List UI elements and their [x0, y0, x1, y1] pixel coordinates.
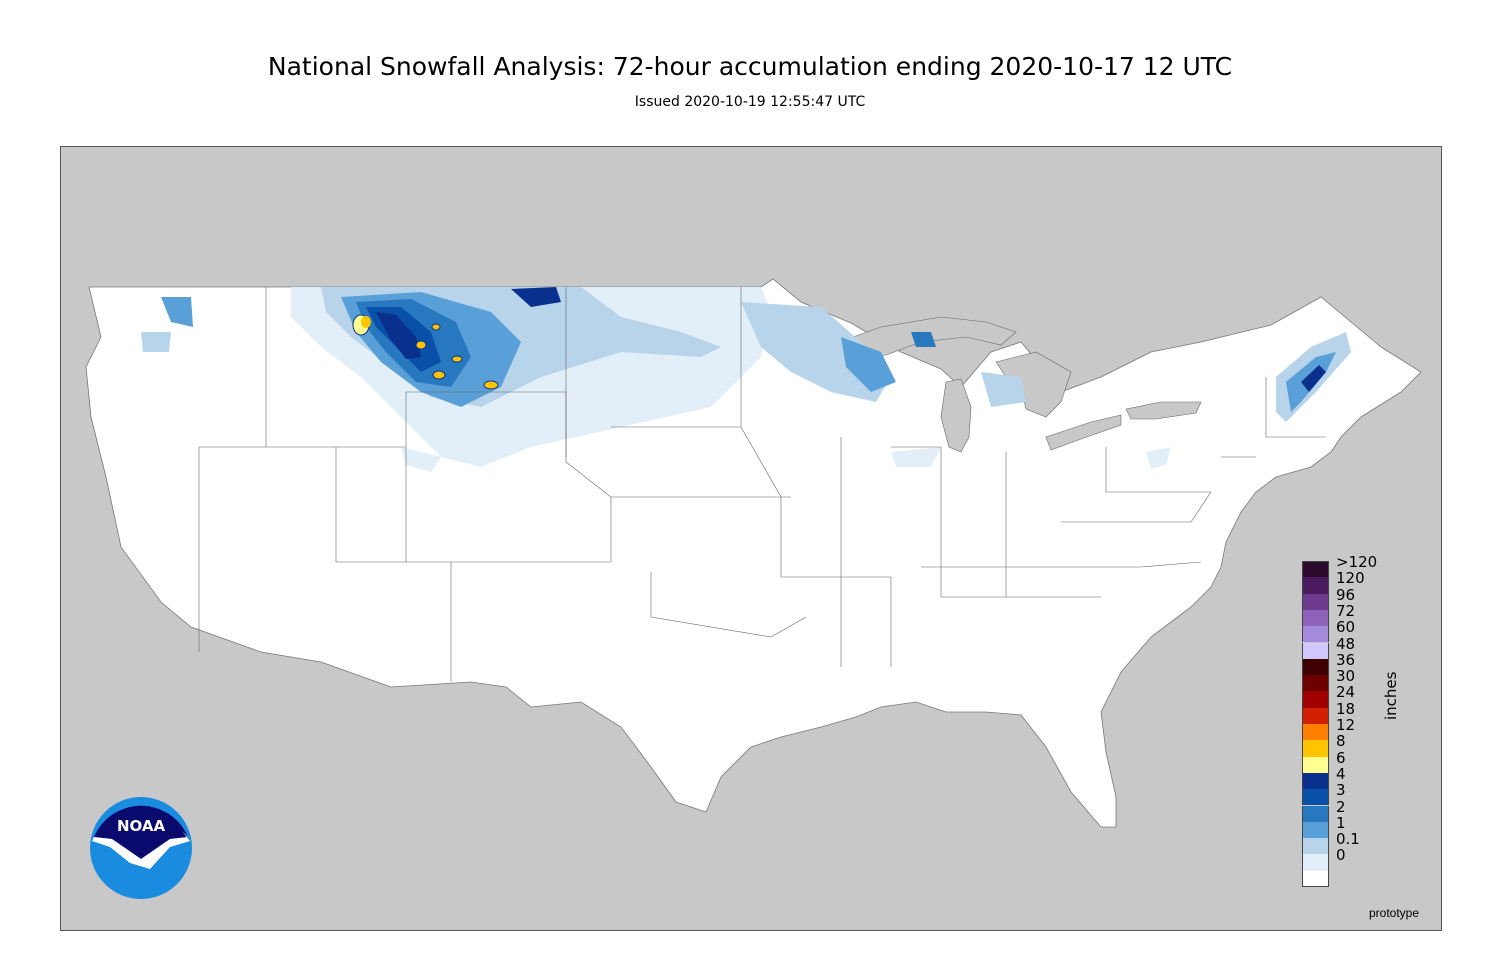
legend-label: >120: [1336, 553, 1378, 571]
noaa-logo: NOAA: [90, 797, 192, 899]
legend-swatch: [1302, 870, 1329, 887]
legend-label: 8: [1336, 732, 1346, 751]
state-borders: [198, 287, 1326, 682]
logo-bird: [92, 831, 190, 869]
legend-label: 1: [1336, 813, 1346, 832]
lake-michigan: [940, 378, 972, 453]
legend-label: 12: [1336, 716, 1356, 734]
lake-ontario: [1125, 401, 1202, 420]
legend-swatch: [1302, 724, 1329, 741]
legend-label: 4: [1336, 764, 1346, 783]
legend-swatch: [1302, 609, 1329, 627]
legend-swatch: [1302, 740, 1329, 757]
legend-label: 36: [1336, 650, 1356, 669]
legend-units: inches: [1382, 671, 1400, 720]
legend-label: 24: [1336, 683, 1356, 702]
legend-swatch: [1302, 821, 1329, 839]
logo-text: NOAA: [117, 817, 166, 835]
map-canvas: [85, 278, 1422, 828]
snowfall-map: [60, 146, 1442, 931]
snowfall-shading: [141, 287, 1351, 472]
legend-swatch: [1302, 675, 1329, 692]
legend-label: 72: [1336, 601, 1356, 620]
legend-label: 0: [1336, 846, 1346, 865]
legend-label: 3: [1336, 781, 1346, 800]
legend-label: 120: [1336, 569, 1365, 588]
legend-label: 2: [1336, 797, 1346, 816]
prototype-note: prototype: [1369, 906, 1420, 920]
legend-swatch: [1302, 593, 1329, 610]
map-title: National Snowfall Analysis: 72-hour accu…: [267, 52, 1233, 81]
legend-swatch: [1302, 854, 1329, 871]
legend-label: 60: [1336, 618, 1356, 637]
legend-swatch: [1302, 756, 1329, 773]
legend-swatch: [1302, 626, 1329, 643]
legend-swatch: [1302, 772, 1329, 790]
lake-erie: [1045, 414, 1122, 451]
legend-swatch: [1302, 561, 1329, 578]
legend-swatch: [1302, 642, 1329, 659]
issued-timestamp: Issued 2020-10-19 12:55:47 UTC: [634, 94, 866, 110]
legend-label: 48: [1336, 634, 1356, 653]
legend-label: 96: [1336, 585, 1356, 604]
legend-swatch: [1302, 691, 1329, 708]
legend-swatch: [1302, 707, 1329, 724]
legend-label: 6: [1336, 748, 1346, 767]
legend-swatch: [1302, 838, 1329, 855]
logo-sky: [94, 805, 188, 859]
legend-swatch: [1302, 789, 1329, 806]
legend-swatch: [1302, 577, 1329, 594]
legend-swatch: [1302, 805, 1329, 822]
legend-label: 30: [1336, 667, 1356, 686]
legend-label: 18: [1336, 699, 1356, 718]
legend-label: 0.1: [1336, 830, 1360, 849]
legend-swatch: [1302, 658, 1329, 676]
